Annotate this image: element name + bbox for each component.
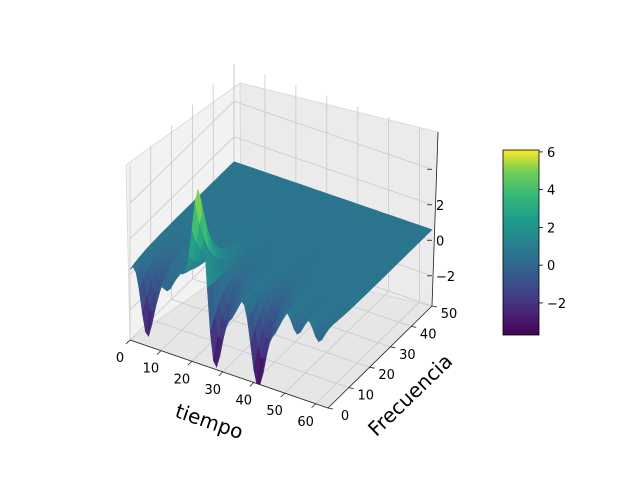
y-tick-mark — [369, 366, 375, 369]
colorbar-tick-label: 6 — [547, 146, 555, 161]
z-tick-label: 2 — [436, 199, 444, 214]
y-tick-mark — [348, 387, 354, 389]
x-tick-label: 0 — [116, 351, 124, 366]
y-tick-label: 10 — [358, 389, 375, 404]
y-axis-line — [327, 305, 433, 409]
axis-lines — [129, 131, 439, 409]
x-tick-label: 40 — [235, 394, 252, 409]
x-tick-label: 30 — [205, 383, 222, 398]
colorbar-tick-label: −2 — [547, 297, 566, 312]
y-tick-label: 40 — [420, 327, 437, 342]
colorbar-tick-label: 0 — [547, 259, 555, 274]
x-tick-mark — [218, 371, 224, 377]
surface — [129, 161, 433, 385]
y-tick-label: 0 — [341, 409, 349, 424]
x-tick-mark — [249, 382, 255, 387]
x-tick-mark — [187, 360, 193, 366]
x-tick-mark — [311, 403, 316, 409]
z-gridline — [129, 136, 433, 240]
y-tick-mark — [327, 407, 334, 410]
z-axis-line — [431, 131, 439, 307]
colorbar-ticks: −2 0 2 4 6 — [539, 146, 566, 312]
x-tick-mark — [125, 339, 131, 345]
surface-facet — [324, 324, 333, 334]
x-tick-label: 20 — [174, 372, 191, 387]
colorbar-gradient — [502, 149, 540, 336]
colorbar-tick-label: 4 — [547, 184, 555, 199]
y-tick-mark — [431, 305, 438, 308]
y-tick-mark — [411, 326, 417, 328]
x-tick-label: 60 — [297, 415, 314, 430]
x-axis-line — [129, 339, 329, 409]
colorbar: −2 0 2 4 6 — [502, 146, 566, 336]
y-tick-mark — [390, 346, 396, 349]
y-tick-label: 20 — [378, 368, 395, 383]
z-gridline — [129, 100, 433, 204]
x-tick-mark — [280, 392, 285, 398]
x-tick-label: 50 — [266, 404, 283, 419]
y-gridline — [150, 319, 349, 388]
x-gridline — [315, 301, 420, 405]
x-tick-mark — [156, 350, 162, 355]
z-tick-label: 0 — [436, 234, 444, 249]
y-tick-label: 30 — [399, 348, 416, 363]
y-tick-label: 50 — [441, 307, 458, 322]
z-tick-label: −2 — [436, 270, 455, 285]
colorbar-tick-label: 2 — [547, 221, 555, 236]
x-tick-label: 10 — [143, 362, 160, 377]
x-gridline — [284, 290, 389, 394]
